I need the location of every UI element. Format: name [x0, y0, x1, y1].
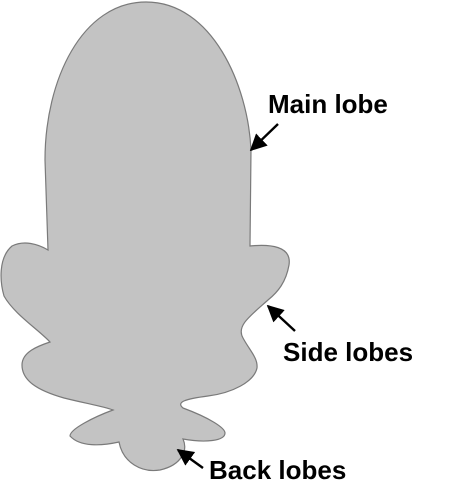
- radiation-pattern-shape: [0, 1, 290, 472]
- main-lobe-label: Main lobe: [268, 89, 388, 119]
- main-lobe-arrow: [249, 123, 279, 152]
- back-lobes-arrow: [176, 449, 204, 469]
- side-lobes-arrow: [266, 304, 296, 332]
- back-lobes-label: Back lobes: [209, 455, 346, 485]
- side-lobes-label: Side lobes: [283, 337, 413, 367]
